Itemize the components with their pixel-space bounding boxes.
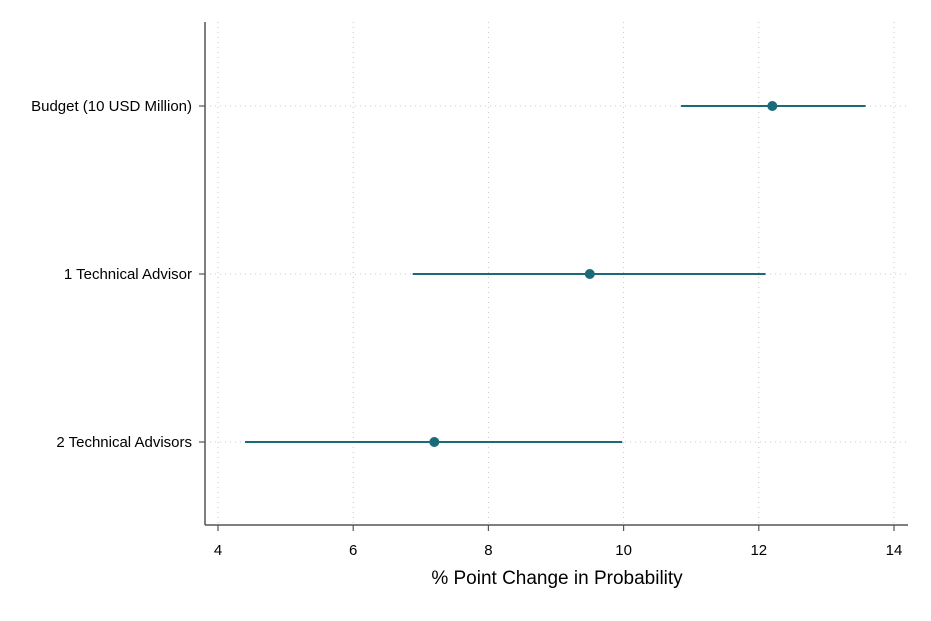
point-estimate [767,101,778,111]
y-category-label: 1 Technical Advisor [64,266,192,283]
x-tick-label: 14 [886,542,903,559]
x-tick-label: 8 [484,542,492,559]
x-tick-label: 4 [214,542,222,559]
y-category-label: 2 Technical Advisors [56,434,192,451]
y-category-labels: Budget (10 USD Million) 1 Technical Advis… [31,98,205,451]
x-tick-label: 6 [349,542,357,559]
x-ticks: 4 6 8 10 12 14 [214,525,903,559]
x-axis-label: % Point Change in Probability [431,568,683,589]
x-tick-label: 12 [750,542,767,559]
x-tick-label: 10 [615,542,632,559]
estimates [245,101,866,447]
y-category-label: Budget (10 USD Million) [31,98,192,115]
point-estimate [584,269,595,279]
point-estimate [429,437,440,447]
